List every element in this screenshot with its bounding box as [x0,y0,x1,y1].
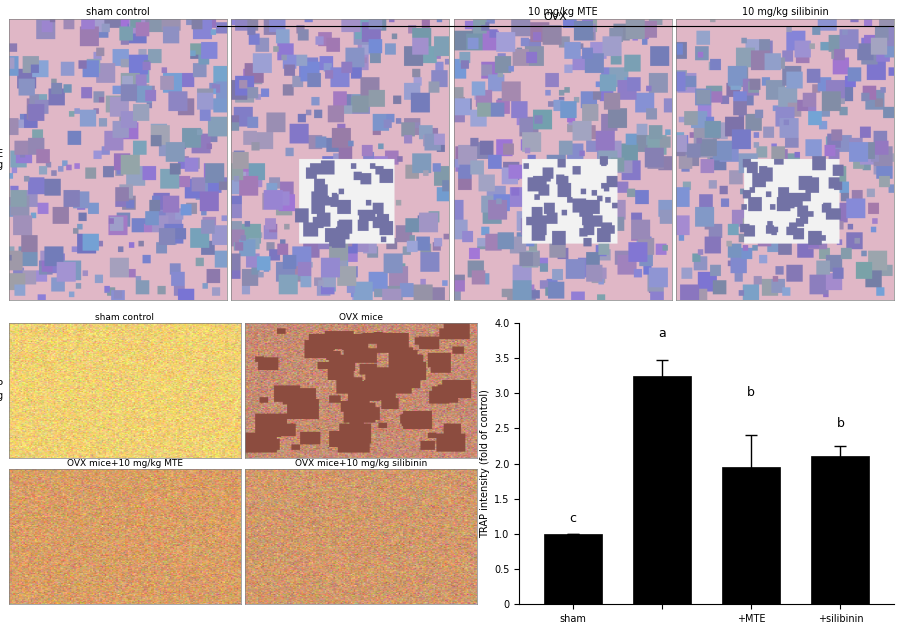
Bar [722,467,779,604]
Y-axis label: H&E
staining: H&E staining [0,149,4,170]
Text: b: b [835,417,843,430]
Y-axis label: TRAP
staining: TRAP staining [0,379,4,401]
Text: OVX: OVX [543,12,566,22]
Text: a: a [658,327,666,340]
Title: sham control: sham control [96,313,154,322]
Text: b: b [747,386,754,399]
Bar [632,376,690,604]
Title: 10 mg/kg MTE: 10 mg/kg MTE [528,6,597,17]
Y-axis label: TRAP intensity (fold of control): TRAP intensity (fold of control) [480,389,490,538]
Text: c: c [569,513,575,525]
Title: OVX mice+10 mg/kg MTE: OVX mice+10 mg/kg MTE [67,459,183,468]
Title: OVX mice+10 mg/kg silibinin: OVX mice+10 mg/kg silibinin [295,459,427,468]
Title: sham control: sham control [86,6,150,17]
Title: 10 mg/kg silibinin: 10 mg/kg silibinin [741,6,827,17]
Bar [811,457,869,604]
Title: OVX mice: OVX mice [339,313,383,322]
Bar [543,534,602,604]
